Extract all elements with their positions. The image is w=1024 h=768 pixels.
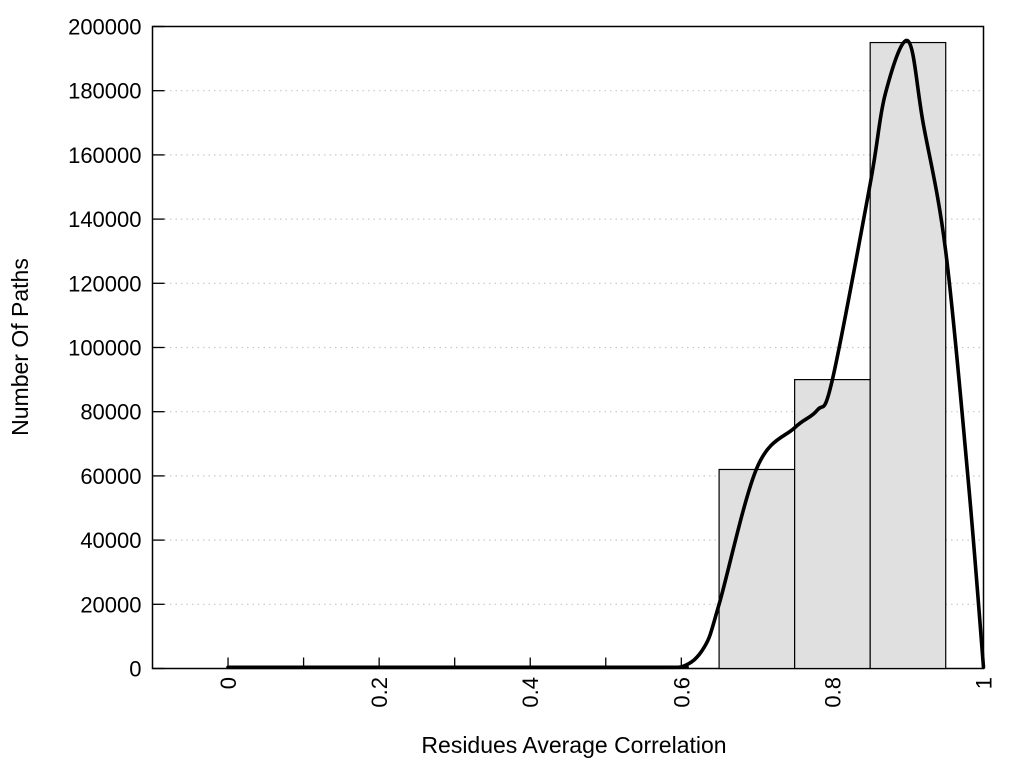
x-tick-label: 0.6 [669,677,694,708]
y-tick-label: 180000 [68,79,141,104]
bars-layer [718,41,947,670]
y-tick-label: 0 [129,657,141,682]
y-axis-title: Number Of Paths [7,258,33,436]
y-tick-label: 80000 [80,400,141,425]
density-curve [226,38,986,670]
gridlines-layer [153,90,983,605]
y-tick-label: 200000 [68,15,141,40]
y-tick-label: 20000 [80,592,141,617]
x-tick-label: 0.8 [820,677,845,708]
y-tick-label: 60000 [80,464,141,489]
histogram-bar [794,379,871,670]
histogram-bar [869,41,947,670]
x-tick-label: 0.4 [518,677,543,708]
histogram-bar [718,468,796,670]
curve-layer [226,38,986,670]
y-tick-label: 140000 [68,207,141,232]
tick-labels-layer: 0 20000 40000 60000 80000 100000 120000 140000 1… [68,15,996,708]
y-tick-label: 100000 [68,336,141,361]
y-tick-label: 160000 [68,143,141,168]
y-tick-label: 120000 [68,271,141,296]
x-tick-label: 0.2 [367,677,392,708]
x-tick-label: 1 [972,677,997,689]
x-axis-title: Residues Average Correlation [421,732,726,758]
x-tick-label: 0 [216,677,241,689]
y-tick-label: 40000 [80,528,141,553]
